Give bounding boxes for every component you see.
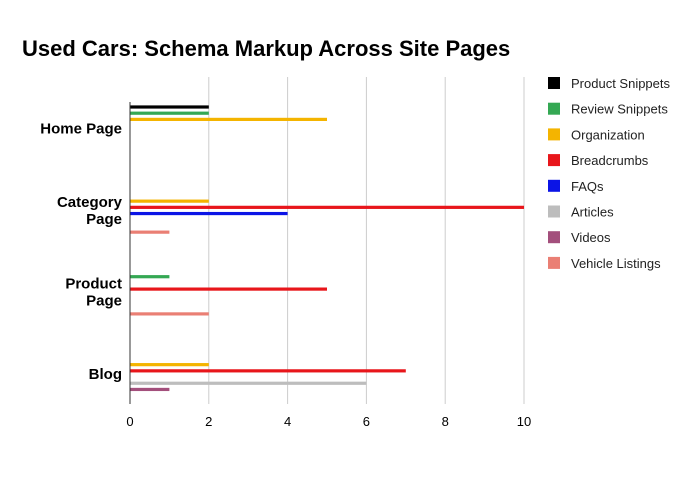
- bar-vehicle-listings: [130, 312, 209, 316]
- legend-swatch: [548, 179, 560, 192]
- legend-label: Vehicle Listings: [571, 256, 661, 271]
- legend-swatch: [548, 154, 560, 167]
- legend-swatch: [548, 128, 560, 141]
- x-tick-label: 4: [284, 414, 291, 429]
- bar-breadcrumbs: [130, 287, 327, 291]
- bar-articles: [130, 381, 367, 385]
- x-tick-label: 10: [517, 414, 531, 429]
- bar-review-snippets: [130, 111, 209, 115]
- legend-label: Videos: [571, 230, 611, 245]
- bar-review-snippets: [130, 275, 170, 279]
- bar-breadcrumbs: [130, 205, 524, 209]
- bars: [130, 105, 524, 392]
- legend-swatch: [548, 256, 560, 269]
- category-label: Blog: [89, 366, 122, 383]
- chart-title: Used Cars: Schema Markup Across Site Pag…: [22, 36, 511, 61]
- category-label: Product Page: [65, 276, 122, 310]
- legend-label: Organization: [571, 127, 645, 142]
- legend-label: Articles: [571, 205, 614, 220]
- bar-faqs: [130, 211, 288, 216]
- x-tick-label: 8: [442, 414, 449, 429]
- legend-label: Product Snippets: [571, 76, 671, 91]
- category-label: Home Page: [40, 121, 122, 138]
- bar-organization: [130, 199, 209, 203]
- legend-swatch: [548, 102, 560, 115]
- x-tick-label: 6: [363, 414, 370, 429]
- legend-swatch: [548, 231, 560, 244]
- legend-swatch: [548, 77, 560, 89]
- category-label: Category Page: [57, 194, 123, 228]
- x-tick-label: 2: [205, 414, 212, 429]
- grid-lines: [208, 77, 525, 404]
- bar-breadcrumbs: [130, 369, 406, 373]
- bar-videos: [130, 387, 170, 392]
- bar-organization: [130, 117, 327, 121]
- x-tick-label: 0: [126, 414, 133, 429]
- legend-label: Breadcrumbs: [571, 153, 649, 168]
- legend-swatch: [548, 205, 560, 218]
- bar-organization: [130, 363, 209, 367]
- legend-label: FAQs: [571, 179, 604, 194]
- legend-label: Review Snippets: [571, 102, 668, 117]
- bar-product-snippets: [130, 105, 209, 109]
- legend: Product Snippets Review Snippets Organizat…: [548, 76, 671, 271]
- axes: 0 2 4 6 8 10 Home Page Category Page Product Page B…: [40, 102, 531, 429]
- bar-vehicle-listings: [130, 230, 170, 234]
